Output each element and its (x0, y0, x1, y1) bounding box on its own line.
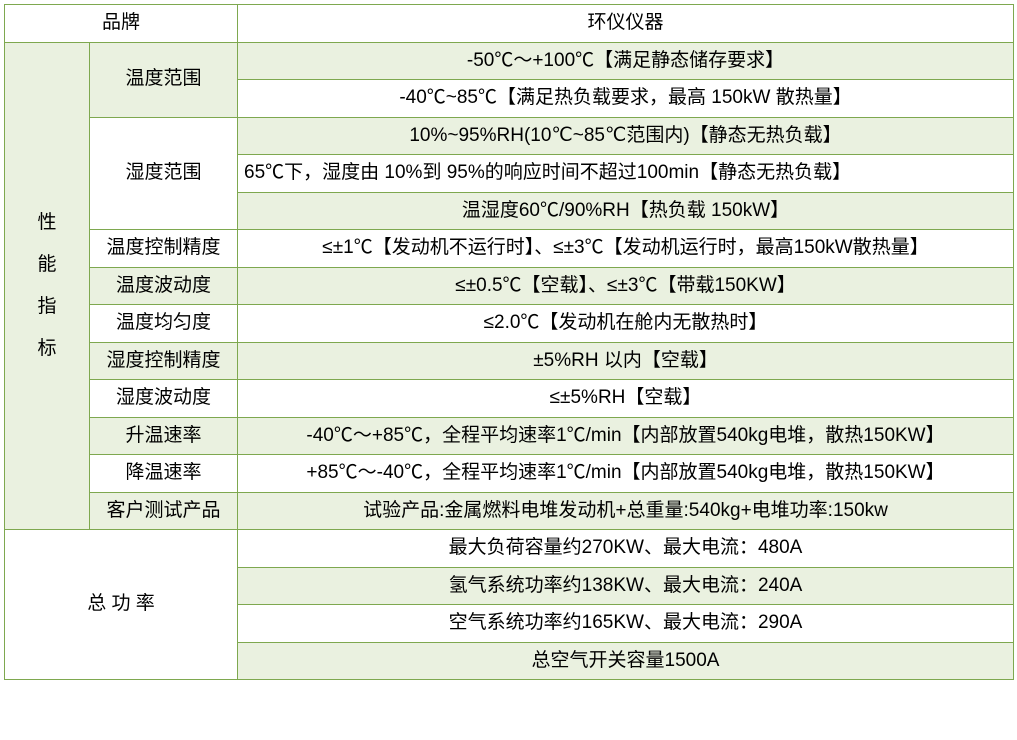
row-value: ≤±1℃【发动机不运行时】、≤±3℃【发动机运行时，最高150kW散热量】 (238, 230, 1014, 268)
brand-label-cell: 品牌 (5, 5, 238, 43)
row-value: +85℃～-40℃，全程平均速率1℃/min【内部放置540kg电堆，散热150… (238, 455, 1014, 493)
brand-value-cell: 环仪仪器 (238, 5, 1014, 43)
row-value: 试验产品:金属燃料电堆发动机+总重量:540kg+电堆功率:150kw (238, 492, 1014, 530)
row-value: ±5%RH 以内【空载】 (238, 342, 1014, 380)
row-value: ≤±0.5℃【空载】、≤±3℃【带载150KW】 (238, 267, 1014, 305)
power-value: 空气系统功率约165KW、最大电流：290A (238, 605, 1014, 643)
row-label: 客户测试产品 (90, 492, 238, 530)
row-label: 湿度波动度 (90, 380, 238, 418)
row-label: 温度范围 (90, 42, 238, 117)
row-value: ≤±5%RH【空载】 (238, 380, 1014, 418)
power-value: 总空气开关容量1500A (238, 642, 1014, 680)
spec-table: 品牌 环仪仪器 性能指标 温度范围 -50℃～+100℃【满足静态储存要求】 -… (4, 4, 1014, 680)
row-value: -40℃～+85℃，全程平均速率1℃/min【内部放置540kg电堆，散热150… (238, 417, 1014, 455)
row-label: 湿度范围 (90, 117, 238, 230)
perf-label-cell: 性能指标 (5, 42, 90, 530)
row-value: ≤2.0℃【发动机在舱内无散热时】 (238, 305, 1014, 343)
row-label: 湿度控制精度 (90, 342, 238, 380)
power-value: 氢气系统功率约138KW、最大电流：240A (238, 567, 1014, 605)
row-value: -50℃～+100℃【满足静态储存要求】 (238, 42, 1014, 80)
row-value: -40℃~85℃【满足热负载要求，最高 150kW 散热量】 (238, 80, 1014, 118)
row-label: 降温速率 (90, 455, 238, 493)
row-label: 温度均匀度 (90, 305, 238, 343)
row-value: 65℃下，湿度由 10%到 95%的响应时间不超过100min【静态无热负载】 (238, 155, 1014, 193)
row-label: 温度波动度 (90, 267, 238, 305)
row-value: 温湿度60℃/90%RH【热负载 150kW】 (238, 192, 1014, 230)
row-value: 10%~95%RH(10℃~85℃范围内)【静态无热负载】 (238, 117, 1014, 155)
row-label: 温度控制精度 (90, 230, 238, 268)
power-value: 最大负荷容量约270KW、最大电流：480A (238, 530, 1014, 568)
row-label: 升温速率 (90, 417, 238, 455)
power-label-cell: 总 功 率 (5, 530, 238, 680)
